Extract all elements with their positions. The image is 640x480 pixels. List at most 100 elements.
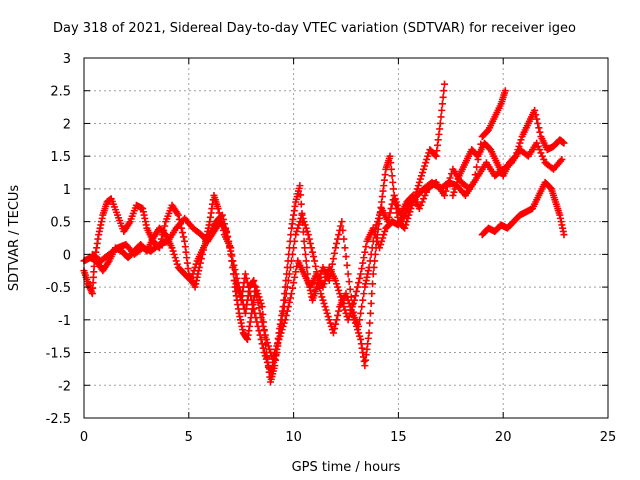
data-point: [171, 254, 179, 262]
data-point: [512, 152, 520, 160]
data-point: [370, 227, 378, 235]
data-point: [421, 162, 429, 170]
data-point: [330, 249, 338, 257]
plot-frame: [83, 57, 609, 419]
data-point: [514, 146, 522, 154]
data-point: [367, 299, 375, 307]
data-point: [517, 136, 525, 144]
data-point: [229, 257, 237, 265]
data-point: [338, 296, 346, 304]
y-tick-label: -1.5: [46, 347, 71, 362]
data-point: [282, 311, 290, 319]
data-point: [320, 299, 328, 307]
data-point: [289, 284, 297, 292]
data-point: [424, 152, 432, 160]
data-point: [250, 277, 258, 285]
data-point: [214, 205, 222, 213]
data-point: [390, 191, 398, 199]
data-point: [378, 237, 386, 245]
data-point: [386, 209, 394, 217]
data-point: [387, 165, 395, 173]
data-point: [329, 255, 337, 263]
data-point: [441, 80, 449, 88]
data-point: [421, 191, 429, 199]
data-point: [349, 299, 357, 307]
data-point: [298, 211, 306, 219]
data-point: [261, 352, 269, 360]
data-point: [189, 270, 197, 278]
data-point: [360, 254, 368, 262]
data-point: [292, 268, 300, 276]
data-point: [366, 309, 374, 317]
data-point: [334, 283, 342, 291]
data-point: [262, 335, 270, 343]
data-point: [191, 263, 199, 271]
data-point: [449, 191, 457, 199]
data-point: [288, 257, 296, 265]
data-point: [334, 311, 342, 319]
data-point: [431, 151, 439, 159]
data-point: [451, 185, 459, 193]
data-point: [267, 368, 275, 376]
data-point: [257, 299, 265, 307]
data-point: [402, 221, 410, 229]
data-point: [511, 153, 519, 161]
data-point: [420, 165, 428, 173]
data-point: [337, 222, 345, 230]
y-tick-label: 2: [63, 117, 71, 132]
data-point: [285, 298, 293, 306]
data-point: [332, 320, 340, 328]
data-point: [536, 146, 544, 154]
data-point: [304, 231, 312, 239]
data-point: [558, 155, 566, 163]
x-tick-label: 0: [80, 430, 88, 445]
data-point: [560, 231, 568, 239]
data-point: [293, 227, 301, 235]
data-point: [355, 279, 363, 287]
data-point: [419, 169, 427, 177]
data-point: [537, 149, 545, 157]
data-point: [259, 344, 267, 352]
data-point: [401, 224, 409, 232]
data-point: [454, 175, 462, 183]
data-point: [388, 200, 396, 208]
data-point: [232, 270, 240, 278]
data-point: [254, 298, 262, 306]
y-tick-label: -1: [58, 314, 71, 329]
data-point: [173, 260, 181, 268]
data-point: [368, 290, 376, 298]
data-point: [440, 87, 448, 95]
data-point: [274, 339, 282, 347]
y-tick-label: 1: [63, 183, 71, 198]
y-tick-label: 3: [63, 52, 71, 67]
data-point: [346, 309, 354, 317]
data-point: [418, 198, 426, 206]
data-point: [358, 303, 366, 311]
data-point: [321, 303, 329, 311]
data-point: [345, 313, 353, 321]
data-point: [230, 261, 238, 269]
data-point: [226, 242, 234, 250]
data-point: [369, 280, 377, 288]
y-tick-label: 2.5: [50, 85, 71, 100]
data-point: [393, 201, 401, 209]
data-point: [536, 128, 544, 136]
data-point: [330, 325, 338, 333]
data-point: [326, 319, 334, 327]
data-point: [515, 142, 523, 150]
data-point: [252, 287, 260, 295]
data-point: [359, 259, 367, 267]
data-point: [262, 355, 270, 363]
data-point: [442, 187, 450, 195]
data-point: [387, 159, 395, 167]
data-point: [348, 303, 356, 311]
data-point: [535, 124, 543, 132]
data-point: [341, 306, 349, 314]
data-point: [310, 253, 318, 261]
data-point: [312, 262, 320, 270]
data-point: [187, 277, 195, 285]
data-point: [534, 142, 542, 150]
data-point: [441, 191, 449, 199]
data-point: [320, 280, 328, 288]
data-point: [179, 229, 187, 237]
